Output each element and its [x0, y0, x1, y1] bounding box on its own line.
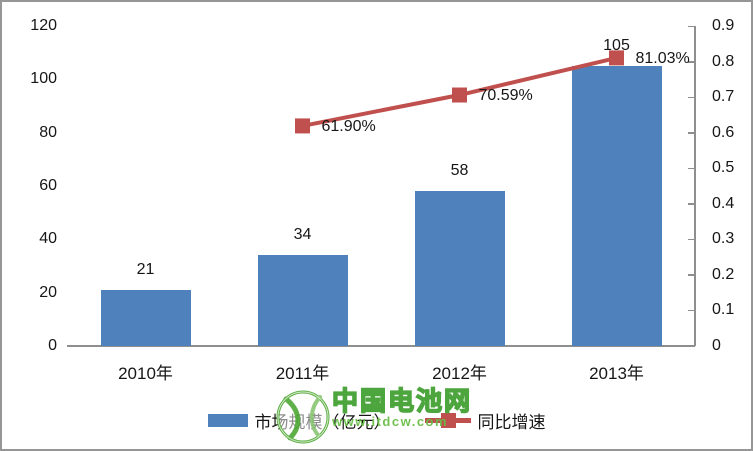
bar-value-label: 58 [450, 162, 469, 180]
right-axis-tick [688, 96, 695, 99]
legend-item-growth: 同比增速 [424, 408, 546, 433]
bar-2011年 [257, 255, 348, 346]
bar-value-label: 105 [603, 37, 630, 54]
growth-value-label: 70.59% [478, 87, 533, 104]
y-axis-label-right: 0.4 [712, 194, 735, 212]
bar-series-swatch-icon [207, 413, 248, 427]
y-axis-label-left: 120 [30, 17, 57, 34]
y-axis-label-right: 0.9 [712, 17, 735, 34]
growth-value-label: 61.90% [321, 117, 376, 135]
y-axis-label-right: 0.2 [712, 265, 735, 283]
bar-2013年 [571, 66, 662, 346]
x-axis-label: 2013年 [589, 364, 644, 383]
legend-label-growth: 同比增速 [477, 412, 546, 432]
y-axis-label-left: 40 [39, 230, 57, 248]
right-axis-tick [688, 238, 695, 241]
bar-value-label: 34 [293, 226, 312, 244]
y-axis-label-right: 0.5 [712, 159, 735, 177]
y-axis-label-right: 0 [712, 337, 721, 354]
y-axis-label-right: 0.1 [712, 301, 735, 319]
growth-marker [452, 87, 467, 103]
legend-item-market-size: 市场规模（亿元） [207, 408, 391, 433]
right-axis-tick [688, 25, 695, 27]
growth-value-label: 81.03% [635, 49, 690, 67]
right-axis-tick [688, 309, 695, 312]
legend-label-market-size: 市场规模（亿元） [254, 412, 391, 432]
right-axis-tick [688, 132, 695, 134]
bar-2010年 [100, 290, 191, 346]
x-axis-label: 2012年 [432, 364, 487, 383]
right-axis-tick [688, 167, 695, 170]
x-axis-line [67, 345, 695, 347]
y-axis-label-right: 0.6 [712, 123, 735, 141]
right-axis-line [694, 26, 696, 346]
growth-line [302, 55, 617, 128]
x-axis-label: 2011年 [275, 364, 330, 383]
y-axis-label-right: 0.7 [712, 88, 735, 106]
y-axis-label-left: 60 [39, 177, 57, 194]
y-axis-label-right: 0.3 [712, 230, 735, 248]
bar-2012年 [414, 191, 505, 346]
chart-legend: 市场规模（亿元） 同比增速 [2, 404, 751, 436]
y-axis-label-left: 100 [30, 70, 57, 88]
right-axis-tick [688, 274, 695, 276]
right-axis-tick [688, 61, 695, 63]
y-axis-label-right: 0.8 [712, 52, 735, 70]
y-axis-label-left: 20 [39, 283, 57, 301]
right-axis-tick [688, 203, 695, 205]
line-series-swatch-icon [424, 412, 471, 429]
y-axis-label-left: 0 [48, 337, 57, 354]
y-axis-label-left: 80 [39, 123, 57, 141]
bar-value-label: 21 [136, 261, 155, 278]
x-axis-label: 2010年 [118, 364, 173, 383]
growth-marker [295, 118, 310, 134]
